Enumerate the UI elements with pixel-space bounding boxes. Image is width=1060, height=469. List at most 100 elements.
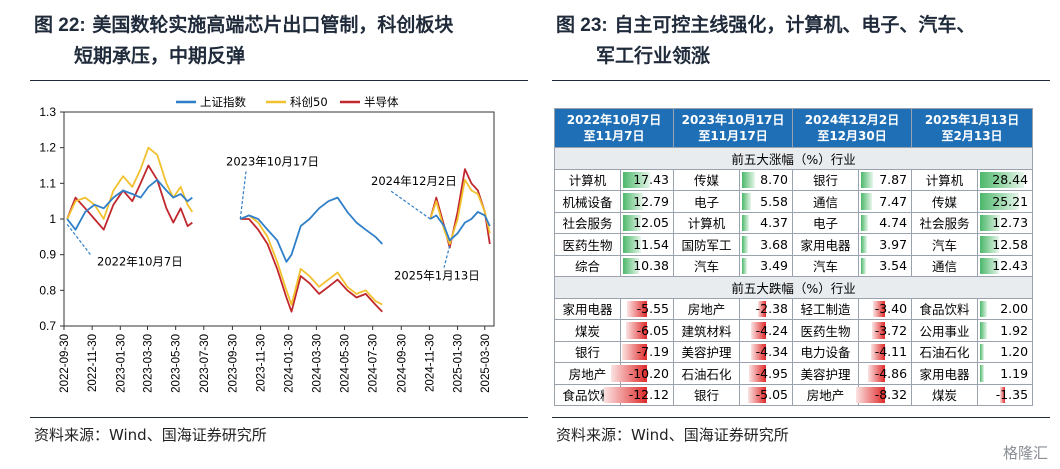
change-value-text: -6.05 <box>636 322 670 338</box>
industry-name: 家用电器 <box>554 297 621 320</box>
value-bar <box>623 257 639 274</box>
x-tick-label: 2025-03-30 <box>480 334 492 393</box>
value-bar <box>1000 386 1006 403</box>
change-value-text: -3.40 <box>874 301 908 317</box>
change-value-text: 10.38 <box>633 258 670 274</box>
change-value-text: -1.35 <box>995 387 1029 403</box>
series-line-sse-seg2 <box>239 196 383 263</box>
change-value-text: -3.72 <box>874 322 908 338</box>
right-source-rule <box>552 417 1050 418</box>
change-value: 11.54 <box>619 233 675 256</box>
table-row: 计算机 17.43 传媒 8.70 银行 7.87 计算机 28.44 <box>554 168 1034 191</box>
y-tick-label: 0.7 <box>39 319 56 333</box>
line-chart: 0.7 0.8 0.9 1 1.1 1.2 1.3 2022-09-30 2022-11-30 2… <box>39 95 495 393</box>
value-bar <box>980 214 1000 231</box>
value-bar <box>742 236 748 253</box>
annotation-label: 2024年12月2日 <box>371 174 457 188</box>
annotation-label: 2023年10月17日 <box>226 155 319 169</box>
change-value: -5.55 <box>619 297 675 320</box>
value-bar <box>861 257 867 274</box>
watermark-logo: 格隆汇 <box>1002 444 1048 462</box>
industry-name: 美容护理 <box>792 362 860 385</box>
change-value-text: 7.47 <box>879 193 908 209</box>
industry-name: 轻工制造 <box>792 297 860 320</box>
change-value: 12.79 <box>619 190 675 213</box>
value-bar <box>861 171 874 188</box>
change-value-text: 4.74 <box>879 215 908 231</box>
change-value-text: -4.86 <box>874 365 908 381</box>
industry-name: 计算机 <box>673 211 741 234</box>
value-bar <box>742 257 748 274</box>
industry-name: 食品饮料 <box>911 297 979 320</box>
value-bar <box>980 193 1019 210</box>
change-value: 4.74 <box>858 211 913 234</box>
change-value-text: 3.68 <box>760 236 789 252</box>
annotation-leader <box>66 223 92 256</box>
industry-name: 煤炭 <box>554 319 621 342</box>
industry-name: 电子 <box>792 211 860 234</box>
change-value: -4.86 <box>858 362 913 385</box>
change-value-text: 3.54 <box>879 258 908 274</box>
change-value-text: 12.05 <box>633 215 670 231</box>
period-header: 2022年10月7日 至11月7日 <box>553 108 675 148</box>
change-value-text: 7.87 <box>879 172 908 188</box>
left-figure-title: 图 22: 美国数轮实施高端芯片出口管制，科创板块 短期承压，中期反弹 <box>34 10 524 71</box>
change-value: -8.32 <box>855 383 913 406</box>
legend-label: 半导体 <box>364 95 399 109</box>
change-value-text: 1.19 <box>1000 365 1029 381</box>
change-value-text: -4.95 <box>755 365 789 381</box>
change-value-text: 28.44 <box>992 172 1029 188</box>
value-bar <box>980 322 987 339</box>
section-label: 前五大涨幅（%）行业 <box>553 147 1034 170</box>
change-value: 7.87 <box>858 168 913 191</box>
annotation-leader <box>239 171 247 220</box>
change-value: -6.05 <box>619 319 675 342</box>
right-figure-label: 图 23: <box>556 15 608 36</box>
left-title-line1: 美国数轮实施高端芯片出口管制，科创板块 <box>92 14 454 36</box>
table-row: 机械设备 12.79 电子 5.58 通信 7.47 传媒 25.21 <box>554 190 1034 213</box>
industry-name: 美容护理 <box>673 340 741 363</box>
value-bar <box>980 257 1000 274</box>
industry-name: 汽车 <box>673 254 741 277</box>
industry-name: 房地产 <box>554 362 621 385</box>
industry-name: 国防军工 <box>673 233 741 256</box>
table-row: 房地产 -10.20 石油石化 -4.95 美容护理 -4.86 家用电器 1.19 <box>554 362 1034 385</box>
change-value: 28.44 <box>977 168 1034 191</box>
industry-name: 传媒 <box>911 190 979 213</box>
change-value: -12.12 <box>604 383 675 406</box>
right-title-rule <box>552 80 1050 81</box>
section-label: 前五大跌幅（%）行业 <box>553 276 1034 299</box>
right-title-line2: 军工行业领涨 <box>596 45 711 67</box>
table-row: 社会服务 12.05 计算机 4.37 电子 4.74 社会服务 12.73 <box>554 211 1034 234</box>
change-value-text: 25.21 <box>992 193 1029 209</box>
change-value: 4.37 <box>739 211 794 234</box>
change-value: -3.40 <box>858 297 913 320</box>
industry-name: 银行 <box>554 340 621 363</box>
x-tick-label: 2023-03-30 <box>143 334 155 393</box>
industry-table-grid: 2022年10月7日 至11月7日 2023年10月17日 至11月17日 2024年1… <box>553 108 1034 406</box>
industry-name: 计算机 <box>554 168 621 191</box>
legend-label: 上证指数 <box>200 95 246 109</box>
value-bar <box>751 322 767 339</box>
change-value-text: -5.55 <box>636 301 670 317</box>
table-row: 煤炭 -6.05 建筑材料 -4.24 医药生物 -3.72 公用事业 1.92 <box>554 319 1034 342</box>
industry-name: 房地产 <box>792 383 860 406</box>
change-value-text: 2.00 <box>1000 301 1029 317</box>
x-tick-label: 2022-09-30 <box>59 334 71 393</box>
industry-name: 房地产 <box>673 297 741 320</box>
industry-name: 电力设备 <box>792 340 860 363</box>
change-value: 3.54 <box>858 254 913 277</box>
industry-name: 医药生物 <box>792 319 860 342</box>
series-line-sse-seg3 <box>429 211 491 242</box>
series-line-sse-seg1 <box>66 178 193 231</box>
change-value: 7.47 <box>858 190 913 213</box>
series-line-semiconductor-seg1 <box>66 164 193 231</box>
industry-name: 计算机 <box>911 168 979 191</box>
change-value: 12.05 <box>619 211 675 234</box>
change-value-text: -10.20 <box>628 365 670 381</box>
value-bar <box>604 386 648 403</box>
value-bar <box>742 193 751 210</box>
value-bar <box>980 300 988 317</box>
change-value: 3.49 <box>739 254 794 277</box>
x-tick-label: 2024-07-30 <box>368 334 380 393</box>
